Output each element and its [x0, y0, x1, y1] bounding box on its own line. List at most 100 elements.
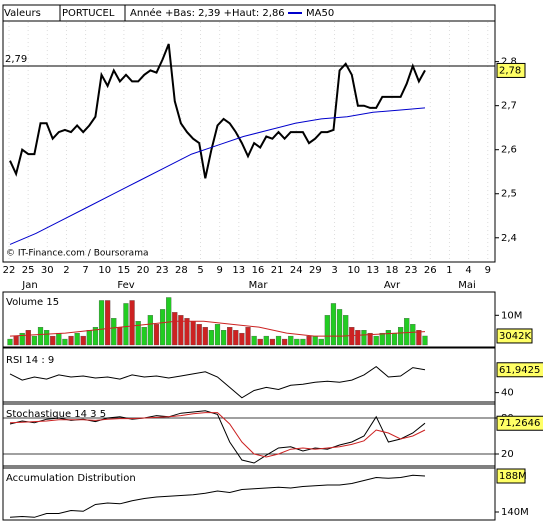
volume-bar [111, 318, 117, 346]
volume-bar [74, 332, 80, 346]
volume-bar [208, 330, 214, 346]
last-value-label: 61,9425 [499, 365, 540, 376]
x-tick-label: 24 [290, 265, 303, 276]
volume-bar [123, 303, 129, 346]
volume-bar [214, 324, 221, 346]
volume-bar [98, 300, 105, 346]
last-value-label: 188M [499, 471, 527, 482]
volume-bar [391, 332, 398, 346]
y-tick-label: 140M [501, 507, 529, 518]
volume-bar [361, 330, 367, 346]
volume-bar [282, 338, 288, 346]
volume-bar [410, 324, 416, 346]
last-value-label: 2,78 [499, 65, 521, 76]
volume-bar [31, 335, 38, 346]
header-text: Valeurs [4, 8, 41, 19]
series-line [9, 43, 426, 179]
header-text: Année +Bas: 2,39 +Haut: 2,86 [130, 7, 285, 19]
volume-bar [233, 330, 239, 346]
x-tick-label: 10 [98, 265, 111, 276]
y-tick-label: 2,5 [501, 189, 517, 200]
month-label: Jan [21, 280, 37, 291]
volume-bar [221, 330, 227, 346]
volume-bar [416, 330, 422, 346]
x-tick-label: 28 [175, 265, 188, 276]
volume-bar [86, 330, 92, 346]
volume-bar [44, 330, 50, 346]
volume-bar [13, 335, 19, 346]
header-text: PORTUCEL [62, 8, 115, 19]
series-line [9, 365, 426, 399]
x-tick-label: 20 [137, 265, 150, 276]
month-label: Avr [384, 280, 401, 291]
volume-bar [117, 327, 123, 346]
volume-bar [300, 338, 306, 346]
volume-bar [385, 330, 391, 346]
panel-frame [2, 465, 496, 521]
volume-bar [336, 309, 343, 346]
volume-bar [166, 297, 172, 346]
volume-bar [312, 335, 318, 346]
volume-bar [245, 327, 251, 346]
volume-bar [105, 300, 111, 346]
volume-bar [184, 318, 190, 346]
x-tick-label: 7 [82, 265, 88, 276]
volume-bar [373, 335, 379, 346]
last-value-label: 3042K [499, 331, 531, 342]
x-tick-label: 1 [446, 265, 452, 276]
x-tick-label: 18 [386, 265, 399, 276]
volume-bar [367, 332, 373, 346]
volume-bar [92, 327, 99, 346]
x-tick-label: 9 [485, 265, 491, 276]
volume-bar [19, 332, 25, 346]
volume-bar [227, 327, 233, 346]
volume-bar [25, 330, 31, 346]
volume-bar [355, 330, 361, 346]
x-tick-label: 13 [232, 265, 245, 276]
panel-title: Accumulation Distribution [6, 473, 136, 484]
last-value-box [496, 415, 543, 431]
y-tick-label: 10M [501, 310, 522, 321]
x-tick-label: 30 [41, 265, 54, 276]
volume-bar [294, 338, 300, 346]
x-tick-label: 21 [271, 265, 284, 276]
x-tick-label: 13 [366, 265, 379, 276]
volume-bar [159, 309, 166, 346]
last-value-box [496, 468, 526, 484]
volume-bar [172, 312, 178, 346]
credit: © IT-Finance.com / Boursorama [6, 249, 148, 259]
volume-bar [190, 321, 196, 346]
x-tick-label: 23 [156, 265, 169, 276]
series-line [9, 107, 426, 245]
volume-bar [50, 335, 56, 346]
panel-frame [2, 291, 496, 348]
month-label: Mar [249, 280, 269, 291]
volume-bar [80, 335, 86, 346]
volume-bar [7, 338, 13, 346]
volume-bar [269, 338, 276, 346]
last-value-box [496, 362, 543, 378]
x-tick-label: 10 [347, 265, 360, 276]
last-value-box [496, 328, 533, 344]
volume-bar [288, 335, 294, 346]
volume-bar [422, 335, 428, 346]
x-tick-label: 29 [309, 265, 322, 276]
y-tick-label: 2,6 [501, 145, 517, 156]
x-tick-label: 15 [118, 265, 131, 276]
y-tick-label: 20 [501, 449, 514, 460]
volume-bar [68, 335, 74, 346]
volume-bar [62, 338, 68, 346]
x-tick-label: 9 [216, 265, 222, 276]
x-tick-label: 25 [22, 265, 35, 276]
y-tick-label: 2,7 [501, 101, 517, 112]
volume-bar [141, 327, 147, 346]
volume-ma [9, 320, 426, 337]
panel-title: RSI 14 : 9 [6, 355, 54, 366]
x-tick-label: 5 [197, 265, 203, 276]
volume-bar [56, 332, 62, 346]
volume-bar [135, 321, 141, 346]
volume-bar [404, 318, 410, 346]
y-tick-label: 2,8 [501, 57, 517, 68]
series-line [9, 474, 426, 518]
